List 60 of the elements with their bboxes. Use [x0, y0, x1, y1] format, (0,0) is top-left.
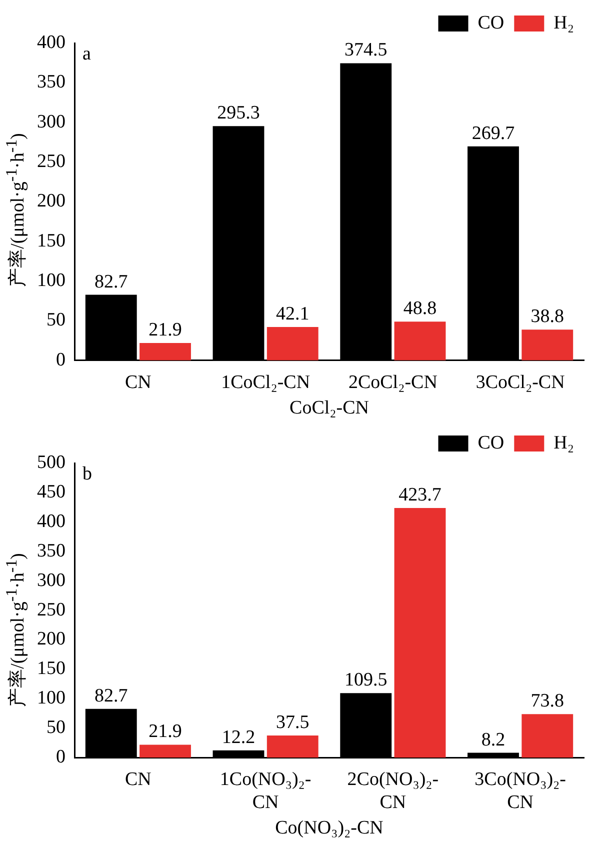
y-tick-label: 250 [37, 599, 66, 620]
y-tick-label: 50 [46, 717, 66, 738]
data-label: 42.1 [276, 303, 310, 324]
data-label: 269.7 [472, 122, 515, 144]
legend-label: H₂ [554, 12, 574, 34]
x-tick-label: 1Co(NO₃)₂-CN [220, 768, 312, 813]
bar [394, 508, 446, 758]
y-tick-label: 0 [56, 746, 66, 768]
y-tick-label: 250 [37, 151, 66, 172]
data-label: 73.8 [530, 690, 564, 712]
legend-label: H₂ [554, 432, 574, 454]
data-label: 374.5 [344, 40, 388, 61]
bar [140, 744, 191, 758]
bar [522, 330, 574, 360]
y-tick-label: 400 [37, 32, 66, 53]
data-label: 21.9 [148, 721, 182, 742]
y-tick-label: 200 [37, 628, 66, 650]
y-tick-label: 450 [37, 481, 66, 502]
y-tick-label: 400 [37, 510, 66, 532]
y-tick-label: 50 [46, 310, 66, 331]
x-axis-title: Co(NO₃)₂-CN [275, 818, 384, 839]
bar [266, 326, 318, 360]
x-tick-label: CN [124, 768, 152, 790]
data-label: 8.2 [481, 729, 506, 750]
data-label: 82.7 [94, 271, 128, 292]
bar [394, 322, 446, 360]
x-tick-label: 3Co(NO₃)₂-CN [474, 768, 566, 813]
bar [266, 736, 318, 758]
legend-label: CO [478, 432, 504, 454]
y-tick-label: 200 [37, 190, 66, 212]
data-label: 423.7 [398, 484, 442, 506]
y-tick-label: 150 [37, 658, 66, 680]
data-label: 82.7 [94, 685, 128, 706]
x-axis-title: CoCl₂-CN [290, 398, 370, 419]
y-tick-label: 350 [37, 540, 66, 562]
x-tick-label: 2Co(NO₃)₂-CN [347, 768, 439, 813]
bar [522, 714, 574, 758]
annotation: b [82, 463, 92, 484]
data-label: 12.2 [222, 726, 256, 748]
data-label: 21.9 [148, 320, 182, 341]
data-label: 109.5 [344, 670, 388, 691]
y-tick-label: 0 [56, 349, 66, 370]
x-tick-label: 3CoCl₂-CN [476, 372, 566, 393]
x-tick-label: 2CoCl₂-CN [348, 372, 438, 393]
y-tick-label: 500 [37, 452, 66, 473]
y-tick-label: 150 [37, 230, 66, 252]
y-tick-label: 100 [37, 270, 66, 292]
bar [140, 343, 191, 360]
x-tick-label: 1CoCl₂-CN [221, 372, 310, 393]
y-tick-label: 100 [37, 688, 66, 709]
y-tick-label: 300 [37, 111, 66, 132]
data-label: 38.8 [530, 306, 564, 328]
y-tick-label: 350 [37, 72, 66, 93]
data-label: 295.3 [217, 102, 260, 124]
x-tick-label: CN [124, 372, 152, 393]
annotation: a [82, 43, 92, 64]
data-label: 37.5 [276, 712, 310, 733]
data-label: 48.8 [403, 298, 437, 320]
y-tick-label: 300 [37, 570, 66, 591]
legend-label: CO [478, 12, 504, 34]
